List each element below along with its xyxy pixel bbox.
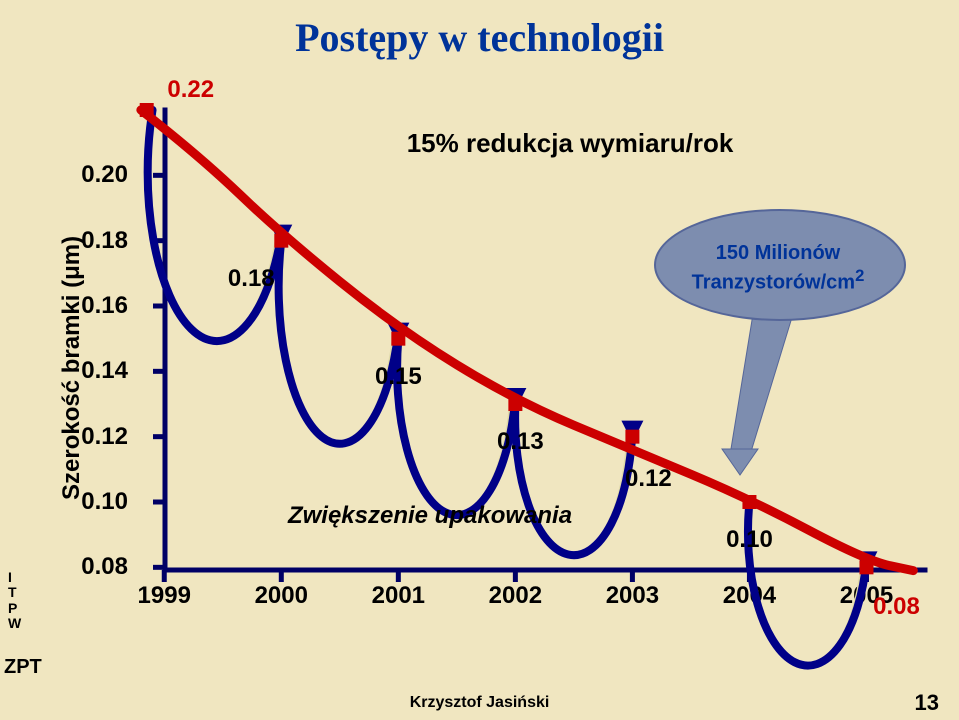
slide: Postępy w technologii ITPW ZPT Krzysztof…	[0, 0, 959, 720]
chart-svg	[0, 0, 959, 720]
data-point-label: 0.18	[228, 265, 275, 293]
callout-line2-text: Tranzystorów/cm	[692, 272, 855, 294]
data-point-label: 0.12	[625, 465, 672, 493]
data-point-label: 0.13	[497, 428, 544, 456]
callout-line2: Tranzystorów/cm2	[692, 266, 865, 295]
data-point-label: 0.22	[167, 76, 214, 104]
data-point-label: 0.08	[873, 593, 920, 621]
callout-sup: 2	[855, 266, 864, 285]
annotation-reduction: 15% redukcja wymiaru/rok	[407, 128, 734, 159]
data-point-label: 0.15	[375, 363, 422, 391]
annotation-packing: Zwiększenie upakowania	[288, 502, 572, 530]
data-point-label: 0.10	[726, 526, 773, 554]
callout-line1: 150 Milionów	[716, 242, 840, 265]
